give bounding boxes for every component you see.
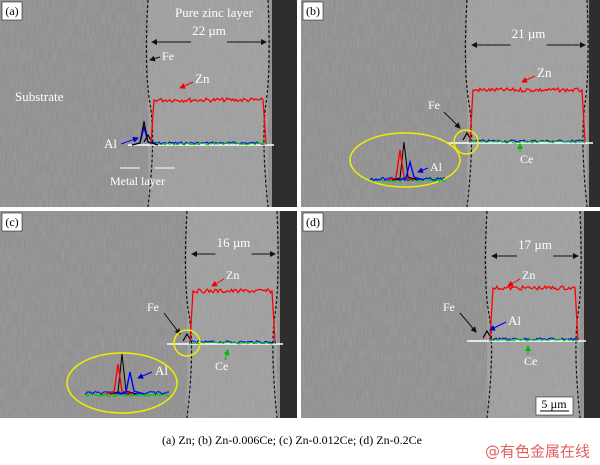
arrow (223, 349, 230, 361)
label: Al (430, 160, 443, 174)
line-scan (468, 139, 587, 143)
arrow (211, 278, 225, 287)
peak (131, 120, 159, 146)
arrow (417, 167, 429, 173)
watermark: @有色金属在线 (485, 443, 590, 461)
zn-line-scan (489, 284, 579, 340)
highlight (349, 132, 461, 188)
line-scan (369, 176, 446, 182)
label: Metal layer (110, 174, 165, 188)
resin (280, 211, 297, 418)
label: Fe (443, 300, 455, 314)
panels: (a) (b) (c) (d) Pure zinc layer 22 µm Fe Zn Subs… (0, 0, 600, 419)
peak (397, 159, 425, 181)
peak (391, 141, 419, 181)
highlight (173, 329, 201, 357)
grain (0, 0, 297, 207)
arrow (459, 312, 477, 333)
arrow (137, 371, 153, 379)
panel-label-box (302, 212, 324, 232)
arrow (163, 312, 181, 335)
arrow (149, 55, 161, 62)
arrow (443, 111, 461, 129)
label: Fe (147, 300, 159, 314)
label: 5 µm (541, 397, 567, 411)
label: (d) (306, 215, 320, 229)
line-scan (149, 141, 268, 145)
line-scan (149, 142, 268, 146)
arrow (507, 278, 521, 287)
arrow (489, 321, 507, 331)
label: 17 µm (518, 237, 552, 252)
label: Ce (520, 152, 533, 166)
grain (0, 211, 297, 418)
resin (272, 0, 297, 207)
line-scan (488, 338, 580, 342)
label: Fe (428, 98, 440, 112)
label: 16 µm (217, 235, 251, 250)
panel-label-box (1, 212, 23, 232)
highlight (66, 352, 178, 414)
label: Fe (162, 49, 174, 63)
line-scan (84, 392, 170, 398)
label: Al (104, 136, 117, 151)
grain (301, 211, 600, 418)
panel-label-box (302, 1, 324, 21)
label: Zn (537, 65, 552, 80)
label: 22 µm (192, 23, 226, 38)
label: Al (155, 363, 168, 378)
line-scan (188, 341, 277, 345)
label: (c) (5, 215, 18, 229)
caption: (a) Zn; (b) Zn-0.006Ce; (c) Zn-0.012Ce; … (162, 433, 422, 447)
label: Ce (215, 359, 228, 373)
panel-label-box (1, 1, 23, 21)
label: Substrate (15, 89, 64, 104)
label: (a) (5, 4, 18, 18)
label: Zn (226, 268, 239, 282)
label: Ce (524, 354, 537, 368)
label: Zn (195, 71, 210, 86)
arrow (521, 75, 536, 83)
peak (117, 371, 145, 395)
label: 21 µm (512, 26, 546, 41)
line-scan (84, 391, 170, 396)
label: Pure zinc layer (175, 5, 254, 20)
highlight (453, 129, 479, 155)
grain (301, 0, 600, 207)
resin (584, 211, 600, 418)
arrow (120, 136, 139, 145)
line-scan (488, 337, 580, 342)
label: Zn (522, 268, 535, 282)
label: Al (508, 313, 521, 328)
line-scan (468, 140, 587, 144)
arrow (179, 81, 194, 89)
zn-line-scan (189, 288, 276, 343)
label: (b) (306, 4, 320, 18)
peak (109, 353, 137, 395)
resin (589, 0, 600, 207)
zn-line-scan (469, 86, 586, 142)
zn-line-scan (150, 97, 267, 144)
peak (387, 149, 415, 181)
